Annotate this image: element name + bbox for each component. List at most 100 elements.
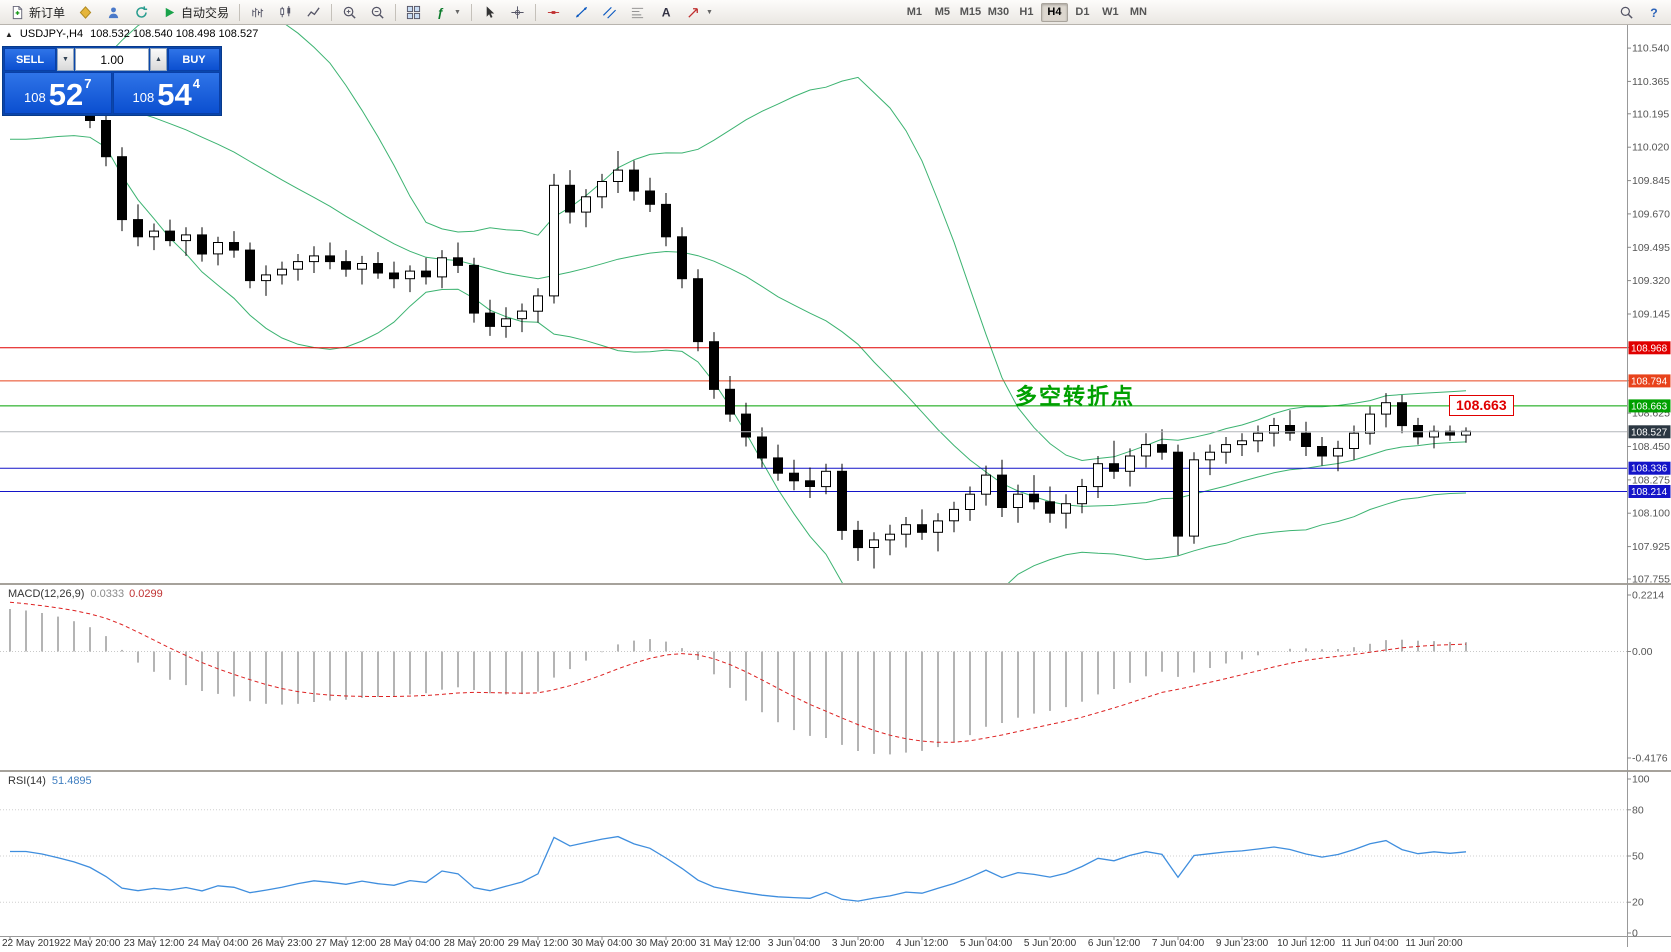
- candle-body: [517, 310, 527, 320]
- crosshair-button[interactable]: [504, 2, 531, 23]
- volume-input[interactable]: 1.00: [75, 48, 149, 71]
- candle-body: [133, 219, 143, 238]
- zoom-out-button[interactable]: [364, 2, 391, 23]
- trendline-button[interactable]: [568, 2, 595, 23]
- sell-button[interactable]: SELL: [4, 48, 56, 71]
- candlestick-chart-button[interactable]: [272, 2, 299, 23]
- sell-price-button[interactable]: 108 52 7: [4, 72, 112, 114]
- time-tick-label: 23 May 12:00: [124, 938, 185, 947]
- price-badge: [1628, 341, 1671, 355]
- cursor-button[interactable]: [476, 2, 503, 23]
- bollinger-band-middle: [9, 96, 1467, 507]
- price-tick-label: 110.195: [1632, 108, 1669, 120]
- tf-button-h1[interactable]: H1: [1013, 3, 1040, 22]
- toolbar-right-group: ?: [1613, 2, 1667, 23]
- price-tick-label: 109.320: [1632, 275, 1670, 287]
- time-tick-label: 27 May 12:00: [316, 938, 377, 947]
- metaquotes-button[interactable]: [72, 2, 99, 23]
- equidistant-channel-button[interactable]: [596, 2, 623, 23]
- horizontal-line-button[interactable]: [540, 2, 567, 23]
- arrow-tools-button[interactable]: ▼: [680, 2, 719, 23]
- new-order-button[interactable]: 新订单: [4, 2, 71, 23]
- rsi-panel[interactable]: [0, 809, 1627, 903]
- tf-button-m5[interactable]: M5: [929, 3, 956, 22]
- candle-body: [885, 533, 895, 541]
- time-axis[interactable]: 22 May 2019 22 May 20:00 23 May 12:00 24 Ma…: [2, 937, 1463, 949]
- one-click-collapse-icon[interactable]: ▲: [5, 29, 13, 39]
- price-callout[interactable]: 108.663: [1449, 395, 1514, 416]
- candle-body: [165, 230, 175, 242]
- candle-body: [1365, 413, 1375, 434]
- price-tick-label: 110.365: [1632, 76, 1669, 88]
- candle-body: [1237, 440, 1247, 446]
- candle-body: [1301, 432, 1311, 448]
- macd-tick-label: 0.00: [1632, 646, 1653, 658]
- volume-increase-button[interactable]: ▲: [150, 48, 167, 71]
- tf-button-m15[interactable]: M15: [957, 3, 984, 22]
- buy-button[interactable]: BUY: [168, 48, 220, 71]
- candle-body: [261, 274, 271, 282]
- autotrading-icon: [162, 5, 177, 20]
- tf-button-d1[interactable]: D1: [1069, 3, 1096, 22]
- rsi-tick-label: 20: [1632, 897, 1644, 909]
- candle-body: [277, 268, 287, 276]
- buy-price-button[interactable]: 108 54 4: [112, 72, 220, 114]
- candle-body: [597, 181, 607, 198]
- text-label-button[interactable]: A: [652, 2, 679, 23]
- chart-ohlc-info: ▲ USDJPY-,H4 108.532 108.540 108.498 108…: [5, 28, 258, 40]
- candle-body: [1013, 493, 1023, 509]
- autotrading-button[interactable]: 自动交易: [156, 2, 235, 23]
- horizontal-line-icon: [546, 5, 561, 20]
- candle-body: [1317, 446, 1327, 457]
- volume-decrease-button[interactable]: ▼: [57, 48, 74, 71]
- tf-button-w1[interactable]: W1: [1097, 3, 1124, 22]
- indicator-axis[interactable]: 0.2214 0.00 -0.4176 100 80 50 20 0: [1627, 590, 1668, 940]
- candle-body: [421, 270, 431, 278]
- price-tick-label: 108.450: [1632, 441, 1670, 453]
- candle-body: [1141, 444, 1151, 457]
- price-badge: [1628, 374, 1671, 388]
- autotrading-label: 自动交易: [181, 5, 230, 20]
- toolbar-separator: [470, 3, 472, 21]
- candle-body: [389, 272, 399, 280]
- macd-panel[interactable]: [0, 601, 1627, 755]
- tf-button-mn[interactable]: MN: [1125, 3, 1152, 22]
- help-button[interactable]: ?: [1640, 2, 1667, 23]
- tf-button-m30[interactable]: M30: [985, 3, 1012, 22]
- candle-body: [549, 184, 559, 297]
- candle-body: [469, 264, 479, 314]
- caret-down-icon: ▼: [705, 8, 713, 16]
- price-tick-label: 109.495: [1632, 242, 1670, 254]
- refresh-button[interactable]: [128, 2, 155, 23]
- profiles-button[interactable]: [100, 2, 127, 23]
- search-button[interactable]: [1613, 2, 1640, 23]
- line-chart-button[interactable]: [300, 2, 327, 23]
- rsi-tick-label: 100: [1632, 774, 1650, 786]
- indicators-button[interactable]: ƒ ▼: [428, 2, 467, 23]
- candle-body: [661, 203, 671, 238]
- buy-price-prefix: 108: [132, 90, 155, 105]
- svg-text:?: ?: [1650, 6, 1657, 20]
- zoom-in-button[interactable]: [336, 2, 363, 23]
- candle-body: [149, 230, 159, 238]
- time-tick-label: 11 Jun 20:00: [1405, 938, 1463, 947]
- fibonacci-button[interactable]: [624, 2, 651, 23]
- price-axis[interactable]: 110.540 110.365 110.195 110.020 109.845 109.6…: [1627, 43, 1671, 586]
- tf-button-h4[interactable]: H4: [1040, 2, 1068, 22]
- text-annotation[interactable]: 多空转折点: [1015, 384, 1136, 409]
- candle-body: [1157, 444, 1167, 453]
- price-badge-label: 108.214: [1631, 487, 1668, 498]
- candle-body: [757, 436, 767, 459]
- text-label-icon: A: [658, 5, 673, 20]
- main-price-chart[interactable]: [0, 3, 1627, 664]
- candle-body: [581, 196, 591, 213]
- bar-chart-button[interactable]: [244, 2, 271, 23]
- one-click-trading-panel: SELL ▼ 1.00 ▲ BUY 108 52 7 108 54 4: [2, 46, 222, 116]
- candle-body: [1109, 463, 1119, 472]
- tile-windows-button[interactable]: [400, 2, 427, 23]
- macd-tick-label: -0.4176: [1632, 753, 1668, 765]
- tf-button-m1[interactable]: M1: [901, 3, 928, 22]
- candle-body: [901, 524, 911, 535]
- candle-body: [437, 257, 447, 278]
